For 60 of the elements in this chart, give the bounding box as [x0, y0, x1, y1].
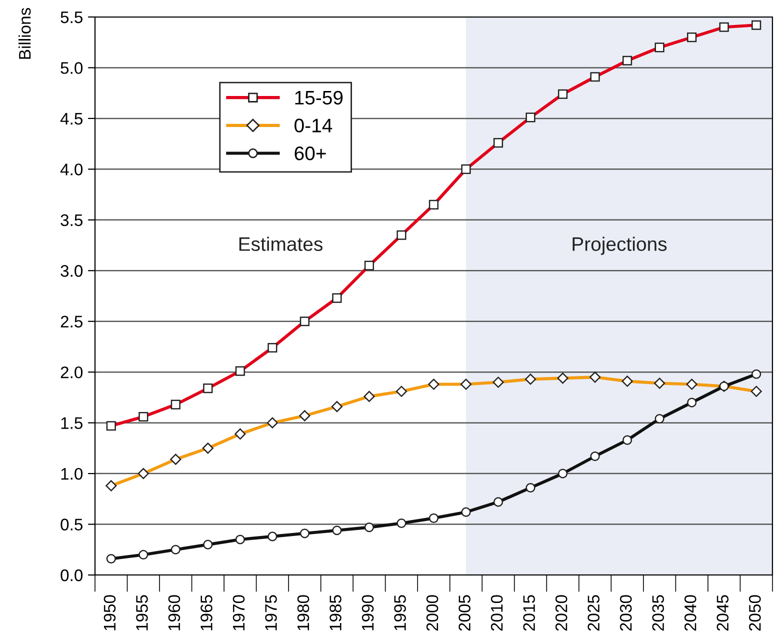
- x-tick-label: 1995: [394, 595, 406, 630]
- point: [203, 540, 213, 550]
- point: [493, 497, 504, 507]
- y-tick-label: 1.0: [61, 468, 83, 480]
- point: [558, 468, 568, 478]
- point: [622, 435, 632, 445]
- point: [332, 526, 342, 536]
- point: [461, 507, 471, 517]
- legend-label: 15-59: [295, 90, 343, 105]
- x-tick-label: 2010: [490, 595, 503, 631]
- y-tick-label: 4.5: [60, 113, 82, 125]
- annotation: Projections: [572, 236, 667, 255]
- y-tick-label: 2.0: [60, 366, 83, 378]
- point: [268, 532, 278, 542]
- point: [687, 398, 697, 408]
- x-tick-label: 1950: [104, 595, 116, 630]
- x-tick-label: 2020: [555, 595, 568, 631]
- x-tick-label: 2015: [523, 595, 535, 631]
- x-tick-label: 2040: [684, 595, 696, 631]
- x-tick-label: 2035: [652, 595, 664, 631]
- x-tick-label: 2045: [716, 595, 729, 631]
- point: [170, 544, 180, 554]
- point: [590, 452, 600, 462]
- point: [106, 554, 116, 564]
- x-tick-label: 1960: [168, 595, 180, 630]
- x-tick-label: 1955: [136, 595, 148, 630]
- y-tick-label: 2.5: [60, 316, 82, 328]
- point: [526, 482, 536, 493]
- y-tick-label: 1.5: [61, 417, 82, 430]
- x-tick-label: 2030: [620, 595, 632, 631]
- legend-label: 0-14: [294, 118, 332, 132]
- point: [719, 382, 729, 392]
- point: [396, 518, 406, 528]
- point: [428, 513, 439, 523]
- y-tick-label: 4.0: [60, 164, 83, 176]
- x-tick-label: 2025: [588, 595, 600, 631]
- y-tick-label: 0.0: [60, 569, 83, 582]
- x-tick-label: 1975: [265, 595, 277, 630]
- y-tick-label: 0.5: [60, 518, 82, 530]
- x-tick-label: 1965: [200, 595, 212, 630]
- x-tick-label: 2000: [426, 595, 438, 631]
- y-tick-label: 3.5: [60, 214, 82, 226]
- point: [138, 550, 148, 560]
- x-tick-label: 2050: [748, 595, 761, 631]
- x-tick-label: 1980: [297, 595, 310, 630]
- x-tick-label: 1990: [362, 595, 374, 630]
- point: [364, 522, 374, 532]
- x-tick-label: 1985: [330, 595, 342, 630]
- point: [300, 528, 310, 538]
- y-axis-title: Billions: [18, 8, 31, 59]
- y-tick-label: 5.0: [60, 62, 83, 74]
- point: [654, 414, 664, 424]
- x-tick-label: 1970: [232, 595, 245, 630]
- x-tick-label: 2005: [458, 595, 470, 631]
- point: [235, 534, 245, 544]
- y-tick-label: 3.0: [60, 265, 83, 277]
- y-tick-label: 5.5: [60, 12, 82, 24]
- point: [752, 369, 762, 379]
- legend-label: 60+: [294, 146, 326, 160]
- annotation: Estimates: [239, 236, 322, 251]
